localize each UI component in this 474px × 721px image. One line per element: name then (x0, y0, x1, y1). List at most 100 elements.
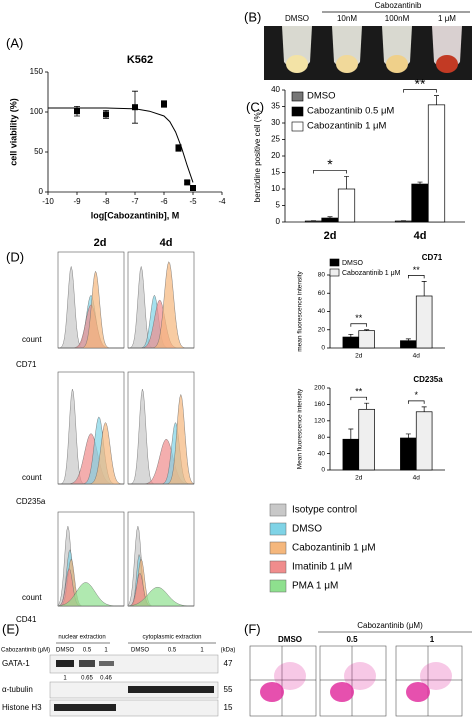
error-bar (421, 406, 427, 412)
error-bar (405, 338, 411, 341)
x-tick-label: 2d (355, 353, 363, 360)
group-label: Cabozantinib (μM) (357, 621, 423, 630)
dotplot-frame (249, 645, 317, 717)
y-tick-label: 60 (318, 290, 326, 297)
chart-title: K562 (127, 54, 153, 66)
fraction-label: cytoplasmic extraction (142, 635, 201, 641)
error-bar (348, 428, 354, 440)
data-point (132, 104, 138, 111)
lane-label: 0.5 (168, 648, 177, 654)
y-tick-label: 120 (314, 418, 325, 425)
dot-cloud (274, 662, 306, 690)
y-tick-label: 100 (30, 107, 44, 116)
data-point (175, 145, 182, 151)
error-bar (364, 402, 370, 410)
error-bar (364, 329, 370, 331)
error-bar (344, 176, 349, 189)
error-bar (327, 216, 333, 219)
y-tick-label: 0 (321, 467, 325, 474)
y-tick-label: 0 (276, 217, 281, 226)
band (79, 660, 95, 667)
legend-swatch (291, 91, 304, 102)
kda-label: 47 (224, 659, 233, 668)
significance-bracket (350, 396, 368, 401)
pellet (286, 55, 308, 73)
histogram-curve (58, 270, 124, 349)
marker-label: CD71 (16, 360, 37, 369)
legend-label: Cabozantinib 0.5 μM (307, 106, 394, 117)
x-tick-label: 2d (355, 475, 363, 482)
legend-label: DMSO (307, 91, 336, 102)
x-tick-label: -8 (102, 197, 110, 206)
data-point (74, 108, 80, 115)
significance-bracket (407, 400, 425, 404)
quantification: 0.65 (81, 676, 93, 682)
significance-label: * (414, 390, 418, 400)
legend-label: Cabozantinib 1 μM (307, 121, 386, 132)
y-axis-label: Mean fluorescence intensity (297, 388, 304, 469)
bar (304, 220, 323, 223)
significance-label: ** (415, 75, 426, 91)
y-axis-label: mean fluorescence intensity (297, 270, 304, 351)
error-bar (421, 281, 427, 296)
y-tick-label: 160 (314, 401, 325, 408)
legend-label: Cabozantinib 1 μM (342, 270, 401, 277)
legend-label: Imatinib 1 μM (292, 562, 352, 573)
condition-label: 1 (430, 635, 435, 644)
y-tick-label: 5 (276, 201, 281, 210)
quantification: 0.46 (100, 676, 112, 682)
bar (400, 340, 417, 349)
x-tick-label: -9 (73, 197, 81, 206)
dot-cloud (420, 662, 452, 690)
histogram-curve (128, 261, 194, 349)
y-tick-label: 35 (271, 102, 280, 111)
tubes (282, 26, 462, 73)
bar (358, 330, 375, 349)
marker-label: CD235a (16, 497, 46, 506)
y-axis-label: cell viability (%) (8, 98, 18, 166)
kda-label: 55 (224, 685, 233, 694)
legend-label: DMSO (342, 260, 364, 267)
data-point (190, 185, 196, 191)
data-point (103, 111, 109, 118)
significance-bracket (350, 323, 368, 327)
column-label: 2d (94, 237, 107, 249)
y-tick-label: 40 (318, 308, 326, 315)
x-tick-label: -6 (160, 197, 168, 206)
band (99, 661, 114, 666)
legend-swatch (291, 106, 304, 117)
chart-title: CD235a (413, 375, 443, 384)
x-tick-label: 2d (324, 230, 337, 242)
panel-label: (A) (6, 35, 23, 50)
group-label: Cabozantinib (375, 1, 422, 10)
protein-label: Histone H3 (2, 703, 42, 712)
legend-swatch (329, 268, 340, 277)
error-bar (348, 333, 354, 338)
x-tick-label: -5 (189, 197, 197, 206)
lane-label: DMSO (131, 648, 149, 654)
blot (49, 654, 219, 674)
legend-swatch (269, 579, 287, 593)
y-tick-label: 20 (318, 326, 326, 333)
band (56, 660, 74, 667)
kda-label: 15 (224, 703, 233, 712)
significance-label: ** (355, 313, 363, 323)
histogram-curve (57, 582, 124, 607)
panel-label: (F) (244, 621, 261, 636)
x-tick-label: -10 (42, 197, 54, 206)
bar (358, 408, 375, 471)
y-tick-label: 200 (314, 385, 325, 392)
bar (394, 220, 413, 223)
bar (415, 295, 433, 349)
x-tick-label: -4 (218, 197, 226, 206)
data-point (184, 179, 191, 186)
significance-bracket (313, 170, 347, 174)
lane-label: DMSO (56, 648, 74, 654)
dot-cloud (406, 682, 430, 702)
pellet (436, 55, 458, 73)
condition-label: DMSO (278, 635, 302, 644)
y-tick-label: 15 (271, 168, 280, 177)
histogram-curve (127, 586, 194, 607)
lane-label: 0.5 (83, 648, 92, 654)
y-tick-label: 40 (318, 450, 326, 457)
